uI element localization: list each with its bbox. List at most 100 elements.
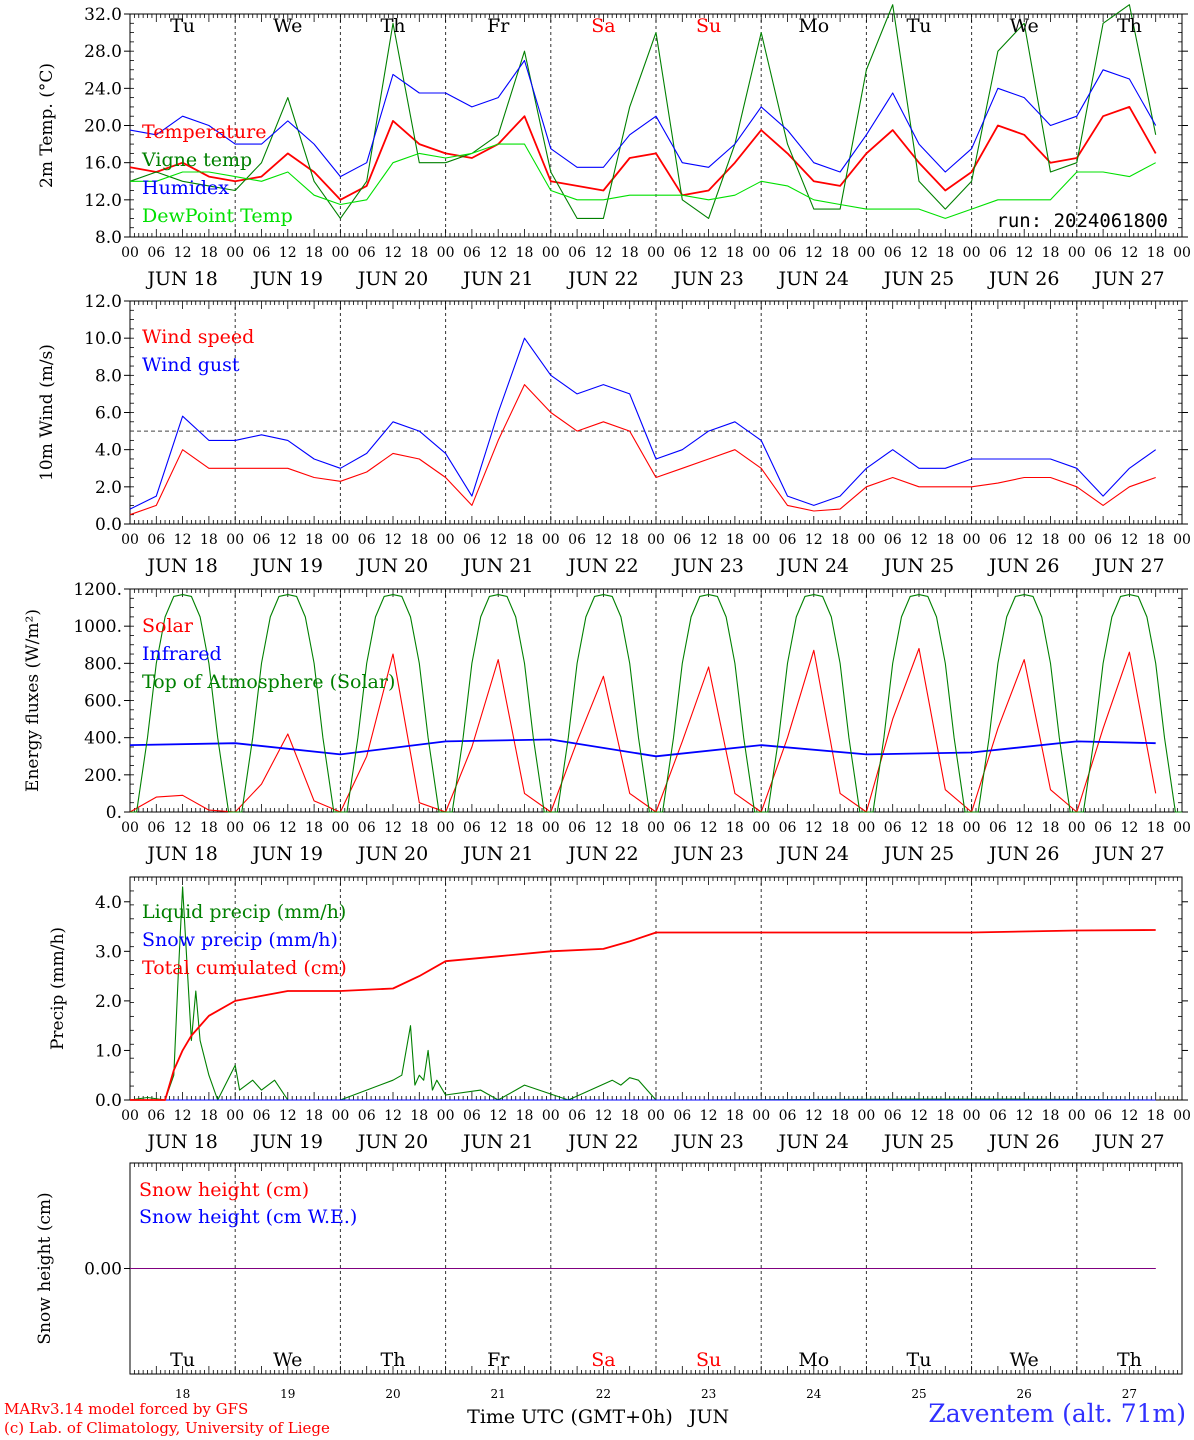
hour-tick-label: 18 [516,532,534,548]
legend-liquid-precip-mm-h-: Liquid precip (mm/h) [142,901,346,923]
hour-tick-label: 06 [358,245,376,261]
hour-tick-label: 12 [1015,532,1033,548]
hour-tick-label: 18 [200,1108,218,1124]
panel-energy [124,588,1188,813]
hour-tick-label: 06 [884,245,902,261]
hour-tick-label: 18 [305,1108,323,1124]
hour-tick-label: 06 [147,820,165,836]
x-axis-title: Time UTC (GMT+0h) [467,1406,673,1428]
weekday-label-bottom: Tu [170,1349,195,1371]
hour-tick-label: 06 [989,532,1007,548]
hour-tick-label: 18 [726,245,744,261]
hour-tick-label: 00 [963,245,981,261]
hour-tick-label: 12 [805,820,823,836]
y-tick-label: 400. [84,729,122,749]
hour-tick-label: 06 [1094,820,1112,836]
legend-snow-height-cm-: Snow height (cm) [139,1179,309,1201]
hour-tick-label: 00 [647,245,665,261]
y-tick-label: 6.0 [95,404,122,424]
day-number-label: 24 [806,1387,822,1401]
hour-tick-label: 12 [384,245,402,261]
hour-tick-label: 18 [726,820,744,836]
date-label: JUN 18 [145,555,217,577]
hour-tick-label: 12 [1120,532,1138,548]
hour-tick-label: 06 [1094,1108,1112,1124]
date-label: JUN 26 [987,555,1059,577]
y-tick-label: 1000. [73,617,122,637]
hour-tick-label: 12 [594,245,612,261]
hour-tick-label: 00 [121,1108,139,1124]
credit-lab: (c) Lab. of Climatology, University of L… [4,1419,330,1437]
hour-tick-label: 18 [1042,532,1060,548]
hour-tick-label: 12 [700,245,718,261]
hour-tick-label: 06 [1094,532,1112,548]
series-line-wind-gust [129,337,1157,510]
day-number-label: 19 [280,1387,295,1401]
date-label: JUN 25 [882,268,954,290]
weekday-label-bottom: Su [696,1349,721,1371]
y-tick-label: 0. [106,803,122,823]
y-tick-label: 2.0 [95,478,122,498]
hour-tick-label: 06 [989,1108,1007,1124]
hour-tick-label: 06 [568,245,586,261]
hour-tick-label: 06 [673,245,691,261]
weekday-label: We [273,15,302,37]
date-label: JUN 19 [251,1131,323,1153]
hour-tick-label: 18 [1147,245,1165,261]
hour-tick-label: 00 [1173,1108,1191,1124]
hour-tick-label: 00 [437,245,455,261]
y-tick-label: 4.0 [95,893,122,913]
weekday-label: Su [696,15,721,37]
hour-tick-label: 06 [463,1108,481,1124]
y-tick-label: 8.0 [95,366,122,386]
hour-tick-label: 00 [121,532,139,548]
hour-tick-label: 00 [752,1108,770,1124]
legend-top-of-atmosphere-solar-: Top of Atmosphere (Solar) [142,671,395,693]
y-axis-title: Energy fluxes (W/m²) [23,609,43,792]
date-label: JUN 24 [777,843,849,865]
date-label: JUN 24 [777,555,849,577]
y-tick-label: 0.0 [95,515,122,535]
hour-tick-label: 06 [358,820,376,836]
hour-tick-label: 12 [174,820,192,836]
hour-tick-label: 12 [1015,820,1033,836]
legend-snow-precip-mm-h-: Snow precip (mm/h) [142,929,338,951]
hour-tick-label: 00 [1068,532,1086,548]
hour-tick-label: 18 [726,1108,744,1124]
y-tick-label: 20.0 [84,117,122,137]
hour-tick-label: 18 [410,532,428,548]
hour-tick-label: 12 [279,532,297,548]
date-label: JUN 22 [566,268,638,290]
hour-tick-label: 06 [779,1108,797,1124]
hour-tick-label: 06 [1094,245,1112,261]
date-label: JUN 22 [566,843,638,865]
weekday-label-bottom: We [273,1349,302,1371]
date-label: JUN 26 [987,843,1059,865]
hour-tick-label: 18 [831,245,849,261]
weekday-label: Th [381,15,406,37]
date-label: JUN 25 [882,843,954,865]
hour-tick-label: 06 [568,532,586,548]
month-label: JUN [687,1406,729,1428]
hour-tick-label: 06 [779,820,797,836]
hour-tick-label: 06 [253,532,271,548]
hour-tick-label: 12 [594,532,612,548]
hour-tick-label: 06 [673,532,691,548]
weekday-label: Tu [907,15,932,37]
legend-snow-height-cm-w-e-: Snow height (cm W.E.) [139,1206,357,1228]
run-label: run: 2024061800 [996,210,1168,232]
weekday-label: Fr [487,15,510,37]
series-line-wind-speed [129,384,1156,516]
date-label: JUN 19 [251,843,323,865]
y-tick-label: 3.0 [95,942,122,962]
hour-tick-label: 06 [463,245,481,261]
hour-tick-label: 12 [594,1108,612,1124]
y-tick-label: 200. [84,766,122,786]
hour-tick-label: 06 [463,820,481,836]
hour-tick-label: 00 [542,820,560,836]
hour-tick-label: 00 [1068,245,1086,261]
y-tick-label: 24.0 [84,79,122,99]
hour-tick-label: 18 [305,245,323,261]
date-label: JUN 18 [145,843,217,865]
hour-tick-label: 12 [805,532,823,548]
